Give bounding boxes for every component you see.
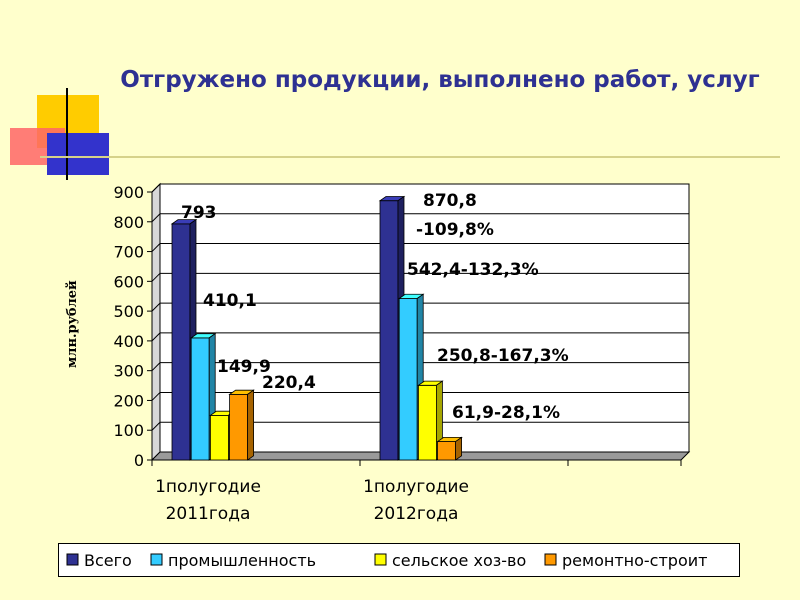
y-tick-label: 0: [134, 451, 144, 470]
gridline: [151, 243, 689, 252]
category-label: 2012года: [374, 504, 459, 524]
data-label: 410,1: [203, 291, 257, 311]
legend-label: Всего: [84, 551, 132, 570]
y-tick-label: 100: [113, 421, 144, 440]
category-label: 1полугодие: [155, 477, 261, 497]
gridline: [151, 183, 689, 193]
y-tick-label: 700: [113, 243, 144, 262]
legend-swatch: [150, 553, 163, 566]
page-title: Отгружено продукции, выполнено работ, ус…: [120, 67, 760, 93]
gridline: [151, 272, 689, 282]
legend-label: сельское хоз-во: [392, 551, 526, 570]
data-label: 250,8-167,3%: [437, 346, 569, 366]
annotation-label: -109,8%: [416, 220, 494, 240]
gridline: [151, 213, 689, 223]
gridline: [151, 421, 689, 431]
deco-blue-square: [47, 133, 109, 175]
bar: [228, 389, 255, 461]
legend-entry: ремонтно-строит: [544, 551, 707, 570]
y-tick-label: 900: [113, 183, 144, 202]
legend-entry: сельское хоз-во: [374, 551, 526, 570]
legend-swatch: [66, 553, 79, 566]
gridline: [151, 302, 689, 312]
data-label: 61,9-28,1%: [452, 403, 560, 423]
y-tick-label: 800: [113, 213, 144, 232]
y-tick-label: 200: [113, 391, 144, 410]
plot-side-wall: [151, 182, 161, 462]
data-label: 220,4: [262, 373, 316, 393]
y-axis-label: млн.рублей: [65, 280, 80, 368]
category-labels: 1полугодие 2011года 1полугодие 2012года: [155, 477, 469, 524]
y-tick-label: 400: [113, 332, 144, 351]
y-tick-label: 600: [113, 272, 144, 291]
legend-items: Всего промышленность сельское хоз-во ремонт…: [66, 551, 707, 570]
y-tick-label: 300: [113, 362, 144, 381]
gridline: [151, 332, 689, 342]
category-label: 1полугодие: [363, 477, 469, 497]
legend-entry: Всего: [66, 551, 132, 570]
category-label: 2011года: [166, 504, 251, 524]
bars: [170, 195, 463, 461]
data-labels: 793 870,8 410,1 542,4-132,3% 149,9 250,8-167,…: [181, 191, 569, 423]
decorative-squares: [10, 88, 780, 180]
data-label: 542,4-132,3%: [407, 260, 539, 280]
legend: Всего промышленность сельское хоз-во ремонт…: [58, 543, 740, 577]
legend-swatch: [374, 553, 387, 566]
bar: [436, 436, 463, 461]
data-label: 793: [181, 203, 217, 223]
gridline: [151, 362, 689, 372]
y-tick-label: 500: [113, 302, 144, 321]
plot-frame: [150, 182, 691, 462]
legend-label: ремонтно-строит: [562, 551, 707, 570]
legend-label: промышленность: [168, 551, 316, 570]
gridline: [151, 391, 689, 401]
legend-swatch: [544, 553, 557, 566]
data-label: 870,8: [423, 191, 477, 211]
data-label: 149,9: [217, 357, 271, 377]
legend-entry: промышленность: [150, 551, 316, 570]
